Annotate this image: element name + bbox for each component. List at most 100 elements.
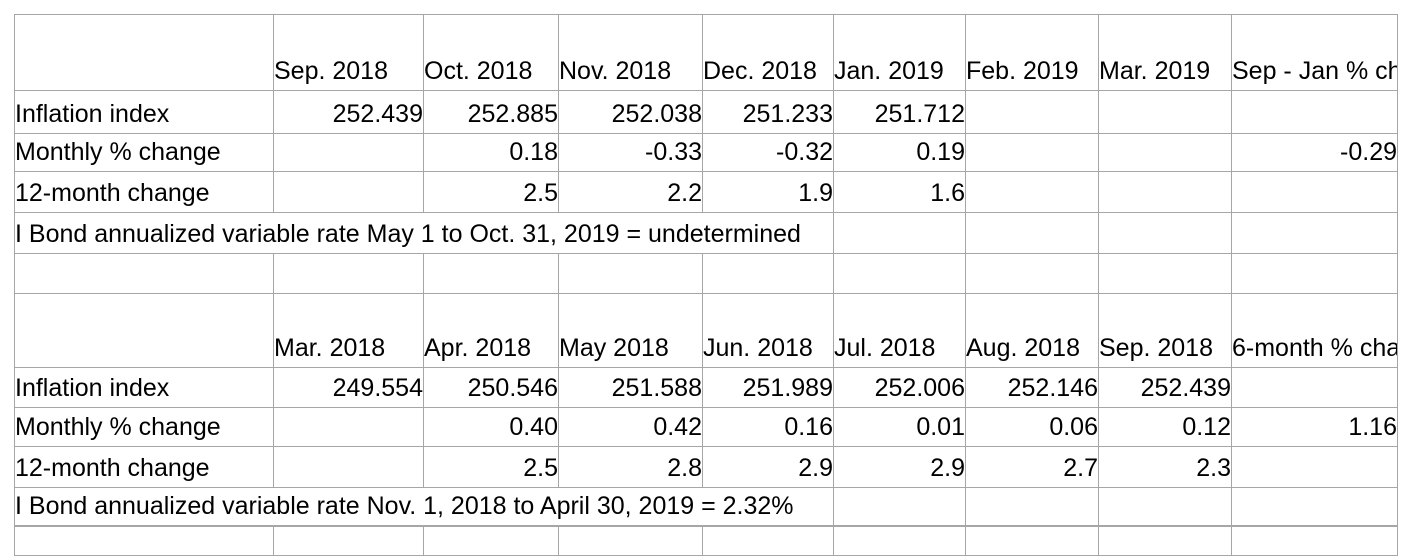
table-row: Inflation index 252.439 252.885 252.038 … <box>14 90 1398 134</box>
row-label-cell: Inflation index <box>14 90 274 134</box>
value-cell: 252.006 <box>833 367 966 408</box>
value-cell <box>1098 171 1232 213</box>
value-cell: -0.32 <box>702 133 834 172</box>
empty-cell <box>1231 253 1398 294</box>
empty-cell <box>1098 487 1232 526</box>
ibond-note-cell: I Bond annualized variable rate May 1 to… <box>14 212 834 254</box>
value-cell <box>273 133 424 172</box>
value-cell: 251.233 <box>702 90 834 134</box>
note-row: I Bond annualized variable rate Nov. 1, … <box>14 487 1398 526</box>
col-header-cell: 6-month % change <box>1231 293 1398 368</box>
empty-cell <box>423 253 559 294</box>
empty-cell <box>702 524 834 556</box>
value-cell: 0.18 <box>423 133 559 172</box>
value-cell: 0.42 <box>558 407 703 447</box>
note-row: I Bond annualized variable rate May 1 to… <box>14 212 1398 254</box>
table-row: 12-month change 2.5 2.8 2.9 2.9 2.7 2.3 <box>14 446 1398 488</box>
value-cell: 0.01 <box>833 407 966 447</box>
value-cell <box>965 133 1099 172</box>
empty-cell <box>1231 487 1398 526</box>
empty-cell <box>273 524 424 556</box>
value-cell: 249.554 <box>273 367 424 408</box>
col-header-cell: Sep - Jan % change <box>1231 14 1398 91</box>
blank-row <box>14 253 1398 294</box>
inflation-data-sheet: Sep. 2018 Oct. 2018 Nov. 2018 Dec. 2018 … <box>14 14 1398 556</box>
value-cell: 250.546 <box>423 367 559 408</box>
value-cell <box>1098 133 1232 172</box>
value-cell <box>1231 446 1398 488</box>
col-header-cell: Dec. 2018 <box>702 14 834 91</box>
value-cell <box>1098 90 1232 134</box>
corner-cell <box>14 14 274 91</box>
value-cell: -0.29 <box>1231 133 1398 172</box>
empty-cell <box>1098 524 1232 556</box>
empty-cell <box>1231 212 1398 254</box>
col-header-cell: Apr. 2018 <box>423 293 559 368</box>
value-cell: 2.3 <box>1098 446 1232 488</box>
value-cell: 1.6 <box>833 171 966 213</box>
value-cell: 252.439 <box>1098 367 1232 408</box>
empty-cell <box>833 212 966 254</box>
table-row: Inflation index 249.554 250.546 251.588 … <box>14 367 1398 408</box>
empty-cell <box>965 524 1099 556</box>
value-cell: 252.439 <box>273 90 424 134</box>
empty-cell <box>1098 253 1232 294</box>
value-cell: 2.5 <box>423 446 559 488</box>
empty-cell <box>423 524 559 556</box>
value-cell: 252.885 <box>423 90 559 134</box>
value-cell: 2.9 <box>702 446 834 488</box>
value-cell: 252.038 <box>558 90 703 134</box>
value-cell: 0.12 <box>1098 407 1232 447</box>
table1-header-row: Sep. 2018 Oct. 2018 Nov. 2018 Dec. 2018 … <box>14 14 1398 91</box>
ibond-note-cell: I Bond annualized variable rate Nov. 1, … <box>14 487 834 526</box>
table2-header-row: Mar. 2018 Apr. 2018 May 2018 Jun. 2018 J… <box>14 293 1398 368</box>
col-header-cell: Aug. 2018 <box>965 293 1099 368</box>
col-header-cell: Jul. 2018 <box>833 293 966 368</box>
value-cell: 1.9 <box>702 171 834 213</box>
value-cell <box>273 171 424 213</box>
value-cell: 1.16 <box>1231 407 1398 447</box>
value-cell: 0.16 <box>702 407 834 447</box>
value-cell: 2.5 <box>423 171 559 213</box>
row-label-cell: Monthly % change <box>14 407 274 447</box>
empty-cell <box>833 524 966 556</box>
row-label-cell: Monthly % change <box>14 133 274 172</box>
row-label-cell: 12-month change <box>14 446 274 488</box>
empty-cell <box>14 253 274 294</box>
value-cell <box>1231 171 1398 213</box>
col-header-cell: Mar. 2019 <box>1098 14 1232 91</box>
empty-cell <box>965 253 1099 294</box>
col-header-cell: May 2018 <box>558 293 703 368</box>
value-cell: 2.8 <box>558 446 703 488</box>
empty-cell <box>833 487 966 526</box>
value-cell <box>273 446 424 488</box>
empty-cell <box>558 524 703 556</box>
value-cell <box>273 407 424 447</box>
value-cell <box>1231 367 1398 408</box>
table-row: Monthly % change 0.40 0.42 0.16 0.01 0.0… <box>14 407 1398 447</box>
value-cell: -0.33 <box>558 133 703 172</box>
value-cell: 251.712 <box>833 90 966 134</box>
empty-cell <box>273 253 424 294</box>
col-header-cell: Feb. 2019 <box>965 14 1099 91</box>
value-cell <box>1231 90 1398 134</box>
partial-row <box>14 524 1398 556</box>
col-header-cell: Jan. 2019 <box>833 14 966 91</box>
row-label-cell: 12-month change <box>14 171 274 213</box>
value-cell <box>965 171 1099 213</box>
value-cell: 252.146 <box>965 367 1099 408</box>
empty-cell <box>965 487 1099 526</box>
value-cell <box>965 90 1099 134</box>
value-cell: 2.2 <box>558 171 703 213</box>
col-header-cell: Jun. 2018 <box>702 293 834 368</box>
table-row: Monthly % change 0.18 -0.33 -0.32 0.19 -… <box>14 133 1398 172</box>
empty-cell <box>1231 524 1398 556</box>
value-cell: 251.588 <box>558 367 703 408</box>
row-label-cell: Inflation index <box>14 367 274 408</box>
value-cell: 2.9 <box>833 446 966 488</box>
value-cell: 2.7 <box>965 446 1099 488</box>
empty-cell <box>558 253 703 294</box>
value-cell: 251.989 <box>702 367 834 408</box>
col-header-cell: Mar. 2018 <box>273 293 424 368</box>
table-row: 12-month change 2.5 2.2 1.9 1.6 <box>14 171 1398 213</box>
